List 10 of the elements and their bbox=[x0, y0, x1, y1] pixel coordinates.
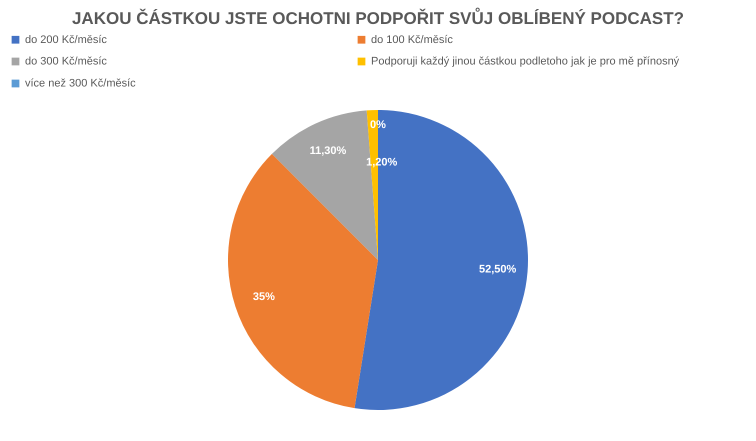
data-label: 35% bbox=[252, 291, 276, 304]
legend-label: do 100 Kč/měsíc bbox=[371, 34, 454, 46]
chart-title: JAKOU ČÁSTKOU JSTE OCHOTNI PODPOŘIT SVŮJ OBLÍBENÝ PODCAST? bbox=[72, 7, 684, 28]
data-label: 52,50% bbox=[478, 263, 516, 276]
legend-label: více než 300 Kč/měsíc bbox=[25, 78, 136, 90]
legend-label: Podporuji každý jinou částkou podletoho jak je pro mě přínosný bbox=[371, 56, 680, 68]
pie-slice bbox=[354, 110, 528, 410]
legend-label: do 200 Kč/měsíc bbox=[25, 34, 108, 46]
data-label: 11,30% bbox=[310, 144, 346, 157]
legend-label: do 300 Kč/měsíc bbox=[25, 56, 108, 68]
